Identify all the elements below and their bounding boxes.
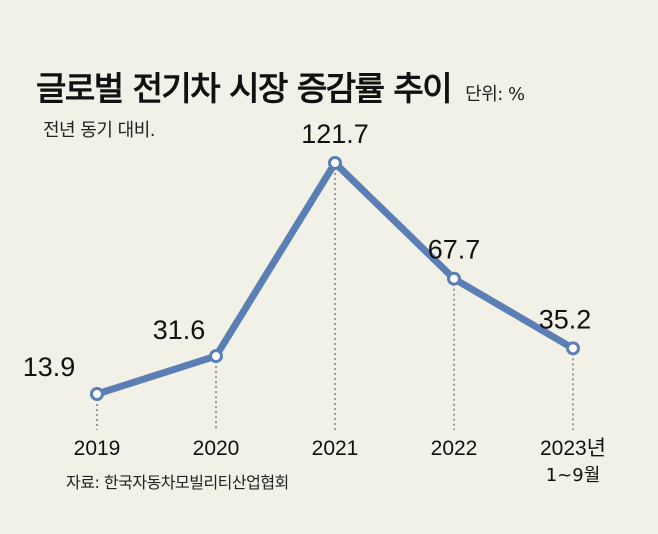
data-point (209, 349, 223, 364)
data-label: 121.7 (301, 119, 369, 149)
x-tick-label: 2023년 (540, 437, 606, 460)
chart-subtitle: 전년 동기 대비. (43, 120, 156, 141)
data-label: 35.2 (539, 304, 592, 334)
x-tick-label: 2020 (193, 437, 240, 460)
source-note: 자료: 한국자동차모빌리티산업협회 (66, 473, 289, 492)
x-tick-sublabel: 1~9월 (546, 465, 601, 486)
data-label: 13.9 (23, 352, 76, 382)
title-row: 글로벌 전기차 시장 증감률 추이 단위: % (36, 62, 525, 110)
data-point (566, 341, 580, 356)
data-point (90, 387, 104, 401)
x-tick-label: 2021 (312, 437, 359, 460)
chart-title: 글로벌 전기차 시장 증감률 추이 (36, 69, 453, 108)
unit-label: 단위: % (465, 84, 525, 105)
data-point (328, 156, 342, 170)
data-label: 31.6 (153, 315, 206, 345)
data-label: 67.7 (428, 235, 481, 265)
data-point (447, 271, 461, 286)
x-tick-label: 2019 (74, 437, 121, 460)
x-tick-label: 2022 (431, 437, 478, 460)
